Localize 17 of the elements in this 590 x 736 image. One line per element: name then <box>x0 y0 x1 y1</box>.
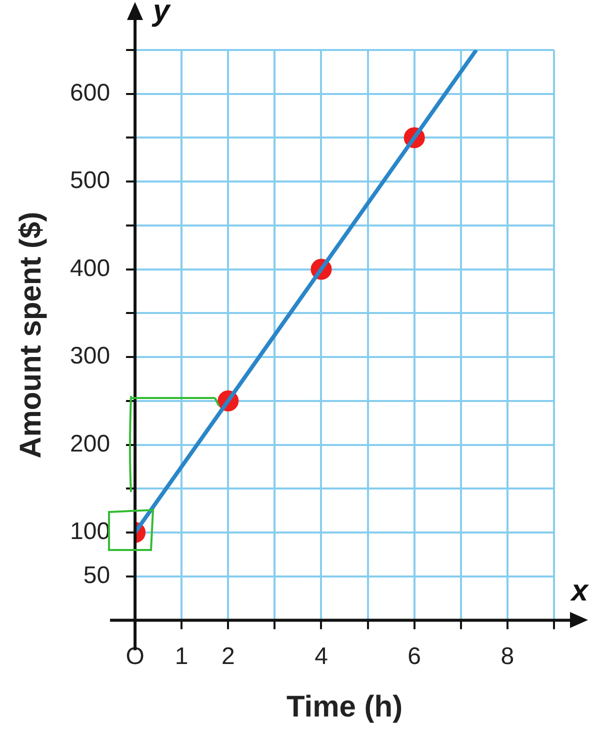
text: y <box>151 0 172 28</box>
x-tick-label: 6 <box>408 643 422 670</box>
y-tick-label: 300 <box>70 342 110 370</box>
y-tick-label: 400 <box>70 254 110 282</box>
x-tick-label: 1 <box>174 643 188 670</box>
text: x <box>569 574 590 608</box>
y-axis-title: Amount spent ($) <box>14 212 48 458</box>
x-tick-label: 8 <box>500 643 514 670</box>
y-tick-label: 100 <box>70 518 110 546</box>
y-tick-label: 500 <box>70 167 110 194</box>
x-tick-label: O <box>126 643 144 670</box>
x-axis-title: Time (h) <box>286 690 403 724</box>
y-tick-label: 50 <box>83 562 110 589</box>
y-tick-label: 600 <box>70 79 110 106</box>
x-tick-label: 2 <box>221 643 235 670</box>
y-tick-label: 200 <box>70 430 110 458</box>
x-tick-label: 4 <box>314 643 328 670</box>
